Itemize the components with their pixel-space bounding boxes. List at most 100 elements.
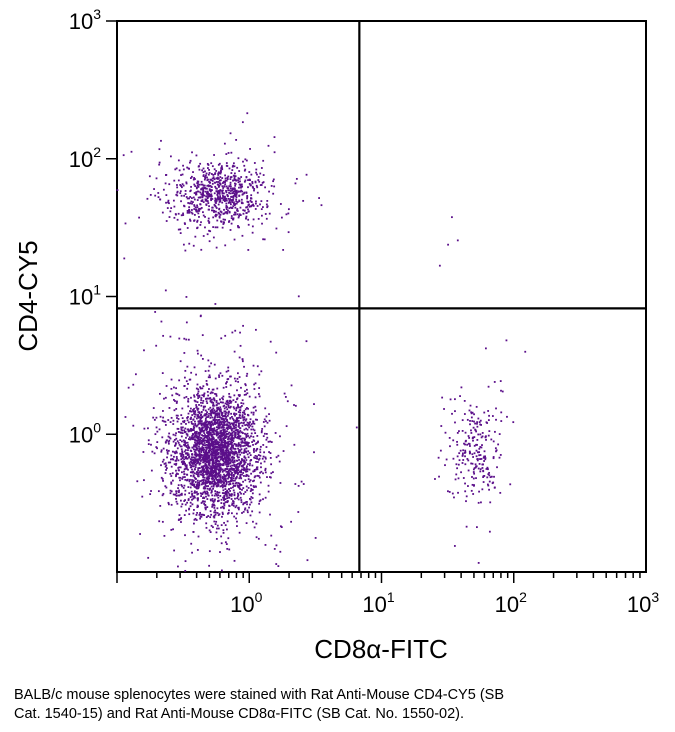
event-dot <box>223 192 225 195</box>
event-dot <box>227 197 230 200</box>
event-dot <box>201 434 203 436</box>
event-dot <box>252 406 255 409</box>
event-dot <box>199 447 201 450</box>
event-dot <box>203 436 206 439</box>
event-dot <box>220 170 222 173</box>
event-dot <box>251 497 254 499</box>
event-dot <box>190 416 192 419</box>
event-dot <box>194 451 197 454</box>
event-dot <box>231 432 234 434</box>
event-dot <box>192 433 195 436</box>
event-dot <box>236 467 238 469</box>
event-dot <box>192 445 195 448</box>
event-dot <box>196 479 199 482</box>
event-dot <box>257 454 260 456</box>
event-dot <box>231 189 233 192</box>
event-dot <box>479 458 481 460</box>
event-dot <box>495 418 497 421</box>
event-dot <box>192 244 195 247</box>
event-dot <box>205 467 208 469</box>
event-dot <box>212 236 215 239</box>
event-dot <box>209 510 212 513</box>
event-dot <box>469 419 471 422</box>
event-dot <box>242 452 245 454</box>
event-dot <box>487 419 490 421</box>
event-dot <box>242 487 245 489</box>
event-dot <box>209 531 212 533</box>
event-dot <box>234 466 237 469</box>
event-dot <box>213 168 216 171</box>
event-dot <box>221 448 224 451</box>
event-dot <box>250 484 252 487</box>
event-dot <box>205 398 207 400</box>
event-dot <box>188 480 191 483</box>
event-dot <box>201 474 204 477</box>
event-dot <box>202 422 204 425</box>
event-dot <box>211 458 213 461</box>
event-dot <box>259 499 262 502</box>
event-dot <box>189 449 192 452</box>
event-dot <box>216 527 218 530</box>
event-dot <box>231 201 234 204</box>
event-dot <box>210 513 213 516</box>
event-dot <box>474 466 477 469</box>
event-dot <box>195 191 198 193</box>
event-dot <box>263 425 266 428</box>
event-dot <box>157 490 160 493</box>
event-dot <box>238 487 241 490</box>
event-dot <box>169 472 172 475</box>
event-dot <box>300 480 303 483</box>
event-dot <box>199 460 202 462</box>
event-dot <box>221 486 224 489</box>
event-dot <box>243 455 246 458</box>
event-dot <box>472 471 475 473</box>
event-dot <box>186 478 189 481</box>
event-dot <box>218 409 221 412</box>
event-dot <box>172 419 175 422</box>
event-dot <box>488 471 491 474</box>
event-dot <box>180 435 183 438</box>
event-dot <box>208 172 211 174</box>
event-dot <box>224 334 227 337</box>
event-dot <box>188 197 190 200</box>
event-dot <box>243 416 246 419</box>
event-dot <box>178 394 181 397</box>
event-dot <box>262 435 265 438</box>
event-dot <box>250 435 252 438</box>
event-dot <box>237 443 240 446</box>
event-dot <box>158 161 161 164</box>
event-dot <box>215 439 218 442</box>
event-dot <box>263 238 266 241</box>
event-dot <box>153 188 155 190</box>
event-dot <box>164 424 167 426</box>
event-dot <box>199 517 201 520</box>
event-dot <box>198 209 201 212</box>
event-dot <box>252 443 254 446</box>
event-dot <box>186 457 189 460</box>
event-dot <box>473 413 475 416</box>
event-dot <box>246 197 248 200</box>
event-dot <box>207 191 209 194</box>
event-dot <box>154 433 157 436</box>
event-dot <box>203 476 206 479</box>
event-dot <box>282 450 285 452</box>
event-dot <box>217 496 220 499</box>
event-dot <box>166 467 168 470</box>
event-dot <box>192 470 195 473</box>
event-dot <box>196 549 199 551</box>
event-dot <box>219 485 222 488</box>
event-dot <box>192 196 195 199</box>
event-dot <box>220 429 223 432</box>
event-dot <box>189 505 192 508</box>
event-dot <box>457 463 460 466</box>
event-dot <box>440 425 443 427</box>
event-dot <box>208 185 210 188</box>
event-dot <box>237 486 240 489</box>
event-dot <box>211 505 214 508</box>
event-dot <box>238 431 241 434</box>
event-dot <box>229 198 231 200</box>
event-dot <box>187 383 189 385</box>
event-dot <box>209 416 212 419</box>
event-dot <box>176 420 179 423</box>
event-dot <box>239 190 242 193</box>
